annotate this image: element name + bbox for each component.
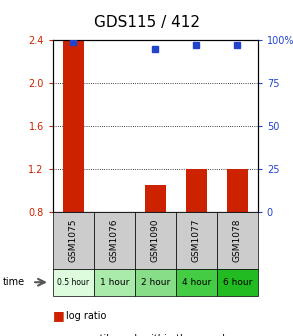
Bar <box>145 185 166 212</box>
Text: GSM1076: GSM1076 <box>110 218 119 262</box>
Text: GSM1077: GSM1077 <box>192 218 201 262</box>
Text: 4 hour: 4 hour <box>182 278 211 287</box>
Text: GSM1075: GSM1075 <box>69 218 78 262</box>
Bar <box>227 169 248 212</box>
Text: GDS115 / 412: GDS115 / 412 <box>93 15 200 30</box>
Text: time: time <box>3 277 25 287</box>
Bar <box>186 169 207 212</box>
Text: GSM1078: GSM1078 <box>233 218 242 262</box>
Text: GSM1090: GSM1090 <box>151 218 160 262</box>
Text: ■: ■ <box>53 333 64 336</box>
Text: percentile rank within the sample: percentile rank within the sample <box>66 334 231 336</box>
Text: log ratio: log ratio <box>66 311 106 321</box>
Bar <box>63 40 84 212</box>
Text: 0.5 hour: 0.5 hour <box>57 278 89 287</box>
Text: 2 hour: 2 hour <box>141 278 170 287</box>
Text: 6 hour: 6 hour <box>223 278 252 287</box>
Text: ■: ■ <box>53 309 64 322</box>
Text: 1 hour: 1 hour <box>100 278 129 287</box>
